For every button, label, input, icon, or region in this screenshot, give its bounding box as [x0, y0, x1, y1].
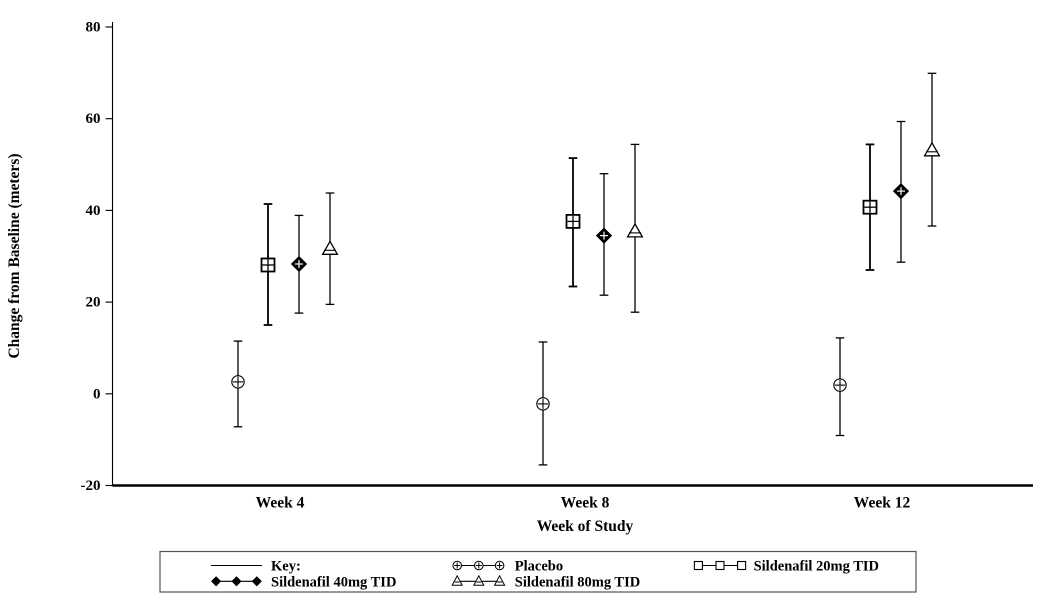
svg-text:60: 60 [86, 111, 101, 127]
svg-text:Sildenafil 40mg TID: Sildenafil 40mg TID [271, 574, 396, 590]
svg-text:Week 12: Week 12 [854, 495, 911, 512]
svg-text:Placebo: Placebo [515, 559, 563, 575]
svg-text:Week of Study: Week of Study [537, 518, 634, 535]
svg-text:80: 80 [86, 20, 101, 36]
svg-text:Sildenafil 20mg TID: Sildenafil 20mg TID [754, 559, 879, 575]
svg-text:Week 4: Week 4 [256, 495, 305, 512]
svg-text:40: 40 [86, 203, 101, 219]
svg-text:Key:: Key: [271, 559, 301, 575]
svg-text:-20: -20 [81, 478, 101, 494]
svg-text:0: 0 [93, 386, 101, 402]
svg-text:Sildenafil 80mg TID: Sildenafil 80mg TID [515, 574, 640, 590]
svg-text:20: 20 [86, 295, 101, 311]
svg-text:Week 8: Week 8 [561, 495, 610, 512]
